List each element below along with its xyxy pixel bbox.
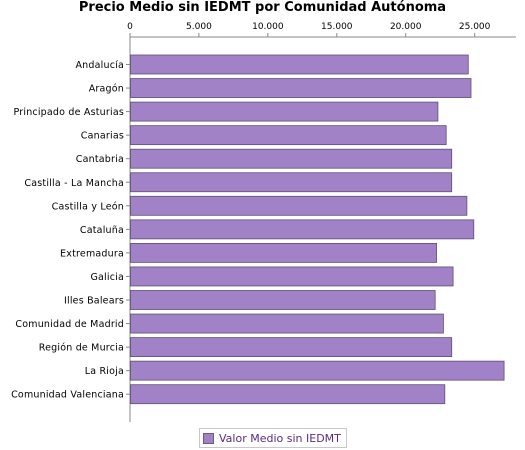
bar <box>130 290 436 310</box>
category-label: Región de Murcia <box>39 343 124 354</box>
category-label: Extremadura <box>60 248 124 259</box>
category-label: Comunidad Valenciana <box>11 390 124 401</box>
category-label: Castilla y León <box>52 201 124 212</box>
bar <box>130 242 437 263</box>
category-label: Principado de Asturias <box>13 107 124 118</box>
bar <box>130 337 453 358</box>
bar <box>130 195 468 216</box>
category-label: La Rioja <box>85 366 124 377</box>
x-tick-label: 20.000 <box>390 22 422 32</box>
category-label: Galicia <box>90 272 124 283</box>
category-label: Aragón <box>89 84 124 95</box>
bar <box>130 148 453 169</box>
bar <box>130 125 447 146</box>
bar <box>130 101 439 122</box>
category-label: Illes Balears <box>64 296 124 307</box>
bar <box>130 172 453 193</box>
category-label: Comunidad de Madrid <box>15 319 124 330</box>
category-label: Andalucía <box>75 60 124 71</box>
y-axis: Andalucía Aragón Principado de Asturias Can… <box>11 37 131 422</box>
bar <box>130 54 469 75</box>
category-label: Cataluña <box>80 225 124 236</box>
legend-swatch <box>203 432 214 444</box>
legend-label: Valor Medio sin IEDMT <box>219 431 341 445</box>
bar <box>130 219 475 240</box>
bar <box>130 384 446 405</box>
x-tick-label: 10.000 <box>252 22 284 32</box>
category-label: Cantabria <box>76 154 124 165</box>
bar <box>130 313 444 334</box>
category-label: Castilla - La Mancha <box>24 178 124 189</box>
x-tick-label: 25.000 <box>459 22 491 32</box>
bars <box>130 54 505 405</box>
category-label: Canarias <box>81 131 124 142</box>
x-tick-label: 15.000 <box>321 22 353 32</box>
x-axis: 0 5.000 10.000 15.000 20.000 25.000 <box>127 22 516 38</box>
x-tick-label: 5.000 <box>186 22 212 32</box>
bar <box>130 78 472 98</box>
legend: Valor Medio sin IEDMT <box>199 428 347 448</box>
x-tick-label: 0 <box>127 22 133 32</box>
bar <box>130 266 454 287</box>
chart-title: Precio Medio sin IEDMT por Comunidad Aut… <box>78 0 447 15</box>
bar <box>130 360 505 381</box>
